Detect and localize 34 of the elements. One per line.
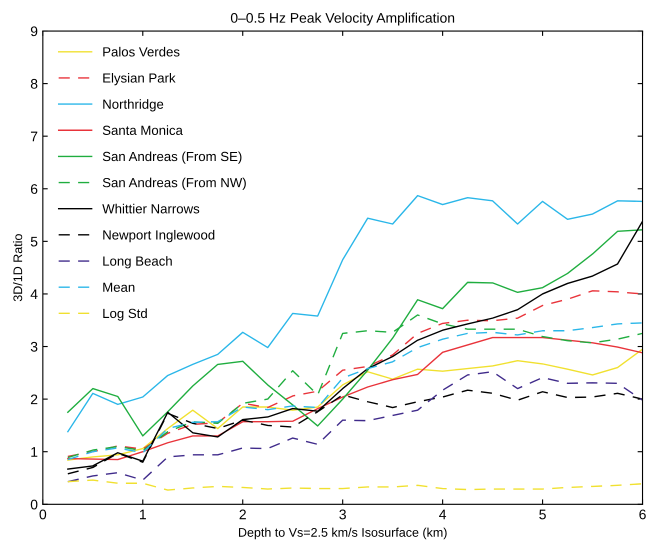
- y-tick-label: 5: [30, 236, 38, 247]
- legend-label: Whittier Narrows: [102, 204, 200, 214]
- line-series: [67, 371, 643, 482]
- legend-label: Santa Monica: [102, 125, 183, 135]
- x-tick-label: 2: [240, 510, 246, 520]
- line-series: [67, 194, 643, 432]
- y-tick-label: 6: [30, 184, 38, 194]
- y-tick-label: 4: [30, 289, 38, 299]
- x-tick-label: 6: [639, 510, 646, 520]
- legend-label: San Andreas (From NW): [102, 178, 246, 190]
- x-tick-label: 4: [439, 510, 446, 520]
- legend-label: Long Beach: [103, 256, 172, 268]
- y-tick-label: 9: [30, 26, 38, 36]
- chart-title: 0–0.5 Hz Peak Velocity Amplification: [230, 12, 454, 26]
- legend-label: San Andreas (From SE): [102, 151, 242, 164]
- y-tick-label: 0: [30, 500, 38, 510]
- y-tick-label: 3: [30, 342, 38, 352]
- x-tick-label: 1: [140, 510, 146, 520]
- y-tick-label: 1: [31, 447, 38, 457]
- legend-label: Palos Verdes: [103, 46, 180, 57]
- y-tick-label: 7: [30, 132, 38, 142]
- x-tick-label: 0: [40, 510, 46, 520]
- x-tick-label: 3: [339, 510, 346, 520]
- legend-label: Newport Inglewood: [103, 230, 214, 242]
- legend-label: Mean: [103, 282, 134, 292]
- y-tick-label: 8: [30, 78, 38, 89]
- x-axis-title: Depth to Vs=2.5 km/s Isosurface (km): [238, 528, 447, 540]
- legend-label: Log Std: [103, 308, 147, 321]
- y-axis-title: 3D/1D Ratio: [13, 234, 22, 302]
- line-series: [67, 479, 643, 491]
- legend-label: Northridge: [103, 99, 164, 112]
- x-tick-label: 5: [539, 510, 546, 520]
- legend-label: Elysian Park: [103, 72, 176, 86]
- y-tick-label: 2: [30, 394, 38, 404]
